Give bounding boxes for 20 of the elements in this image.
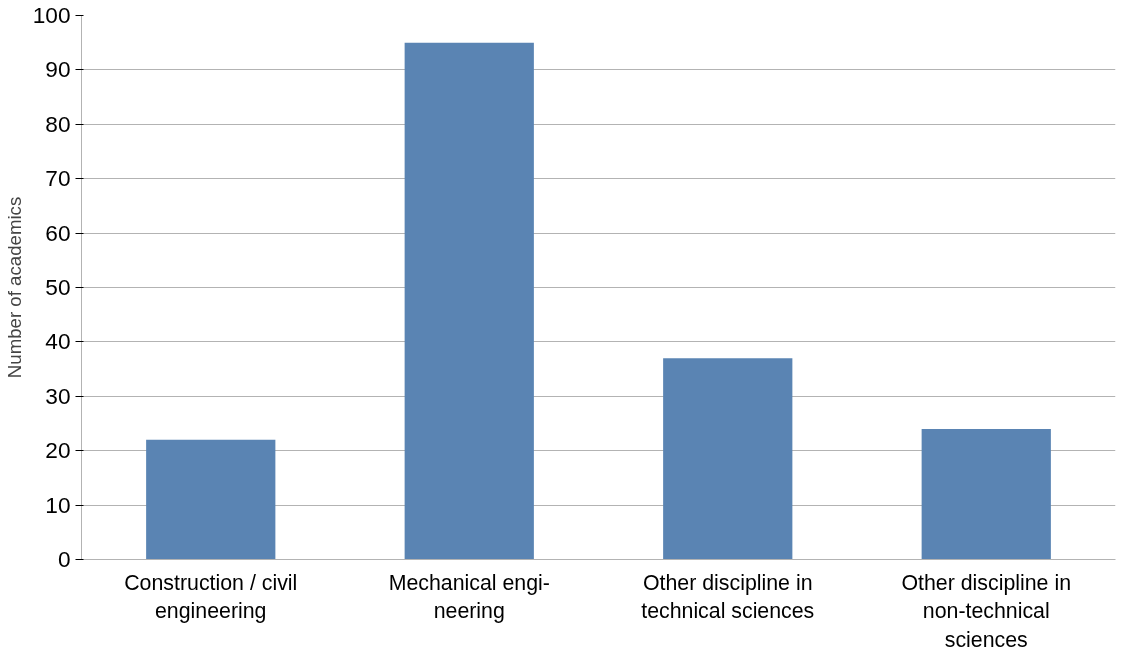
y-tick-label: 10 — [45, 491, 71, 518]
y-tick-label: 70 — [45, 165, 71, 192]
bar — [146, 439, 276, 560]
y-tick-label: 80 — [45, 110, 71, 137]
bar — [404, 42, 534, 560]
x-tick-label: Construction / civil engineering — [124, 570, 298, 624]
y-tick-label: 40 — [45, 328, 71, 355]
y-tick-label: 60 — [45, 219, 71, 246]
bar — [663, 358, 793, 560]
bar — [921, 428, 1051, 560]
y-tick-label: 100 — [32, 2, 71, 28]
y-tick-label: 30 — [45, 382, 71, 409]
y-tick-label: 20 — [45, 437, 71, 464]
y-tick-label: 90 — [45, 56, 71, 83]
x-tick-label: Other discipline in technical sciences — [641, 570, 815, 624]
y-tick-label: 0 — [57, 546, 71, 572]
x-tick-label: Mechanical engi- neering — [388, 570, 550, 624]
x-tick-label: Other discipline in non-technical sciences — [901, 570, 1072, 653]
y-tick-label: 50 — [45, 274, 71, 300]
y-axis-title: Number of academics — [3, 196, 25, 379]
